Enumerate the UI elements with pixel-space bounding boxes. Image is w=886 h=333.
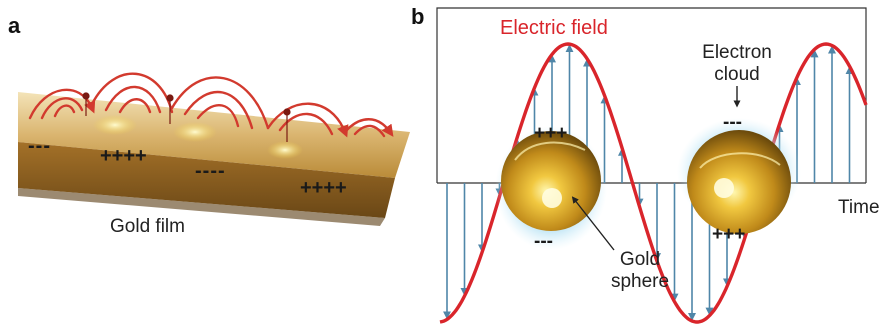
time-axis-label: Time (838, 197, 880, 218)
gold-sphere-pointer (571, 196, 615, 251)
sphere-2-top-charge: --- (723, 112, 742, 133)
panel-a-label: a (8, 13, 21, 38)
plasmon-field-lines (82, 92, 291, 142)
surface-charge-positive-2: ++++ (300, 177, 347, 199)
gold-sphere-1 (495, 126, 607, 250)
gold-film-label: Gold film (110, 216, 185, 237)
gold-sphere-label-line2: sphere (611, 271, 669, 292)
surface-charge-negative-1: --- (28, 135, 51, 157)
electron-cloud-label-line2: cloud (714, 64, 759, 85)
electric-field-label: Electric field (500, 17, 608, 39)
sphere-2-bottom-charge: +++ (712, 224, 745, 245)
gold-film (18, 92, 410, 226)
surface-charge-positive-1: ++++ (100, 145, 147, 167)
panel-b-label: b (411, 4, 424, 29)
surface-charge-negative-2: ---- (195, 160, 226, 182)
gold-sphere-label-line1: Gold (620, 249, 660, 270)
gold-sphere-2 (677, 118, 801, 234)
sphere-1-bottom-charge: --- (534, 231, 553, 252)
surface-plasmon-arcs (28, 72, 394, 138)
panel-b-frame (436, 7, 867, 183)
sphere-1-top-charge: +++ (534, 123, 567, 144)
electron-cloud-label-line1: Electron (702, 42, 772, 63)
